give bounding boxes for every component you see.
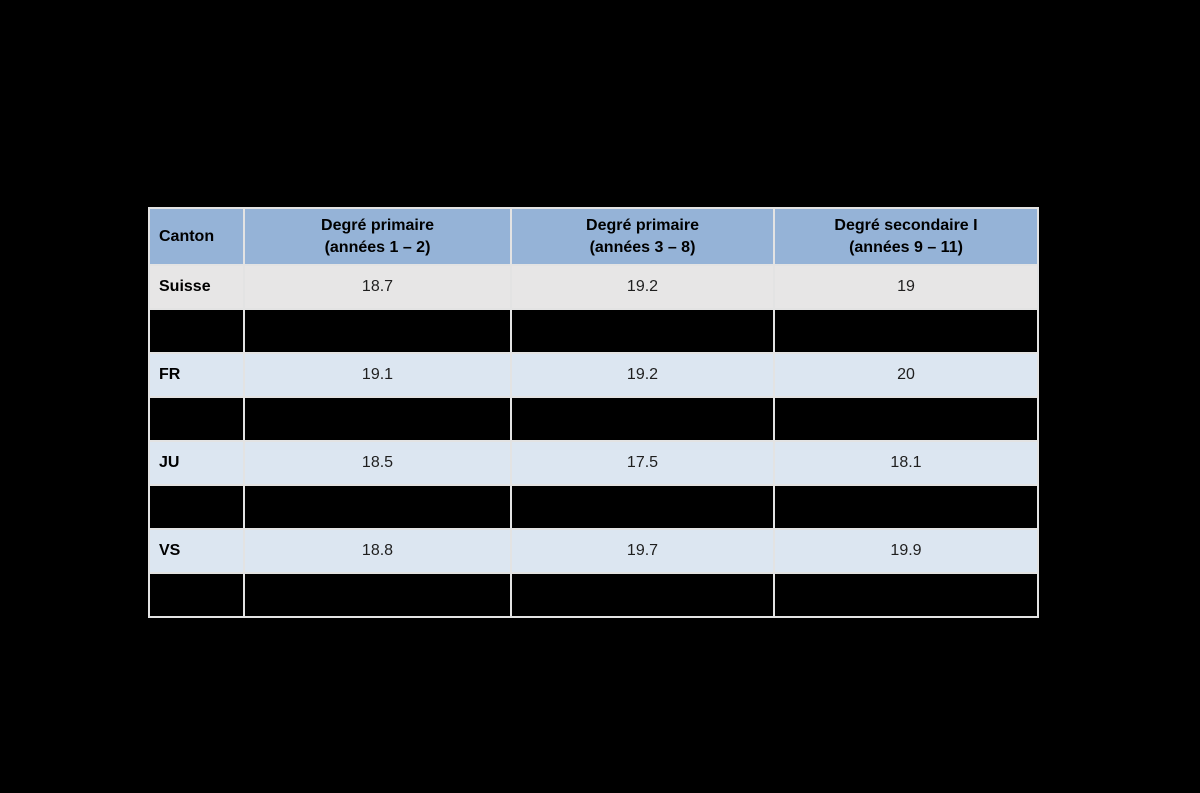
value-cell: 18.1 [773, 440, 1039, 486]
value-cell: 18.7 [243, 264, 512, 310]
redacted-cell [510, 308, 775, 354]
header-line1: Degré primaire [321, 216, 434, 234]
header-line1: Degré primaire [586, 216, 699, 234]
table-row-redacted [148, 396, 1039, 442]
canton-table: Canton Degré primaire (années 1 – 2) Deg… [148, 207, 1039, 618]
redacted-cell [510, 484, 775, 530]
value-cell: 20 [773, 352, 1039, 398]
redacted-cell [773, 396, 1039, 442]
redacted-cell [773, 308, 1039, 354]
table-row-fr: FR 19.1 19.2 20 [148, 352, 1039, 398]
value-cell: 19.7 [510, 528, 775, 574]
value-cell: 17.5 [510, 440, 775, 486]
header-line2: (années 1 – 2) [324, 238, 431, 256]
table-row-ju: JU 18.5 17.5 18.1 [148, 440, 1039, 486]
header-row: Canton Degré primaire (années 1 – 2) Deg… [148, 207, 1039, 266]
canton-cell: VS [148, 528, 245, 574]
value-cell: 19 [773, 264, 1039, 310]
canton-cell: Suisse [148, 264, 245, 310]
redacted-cell [243, 396, 512, 442]
table-row-redacted [148, 484, 1039, 530]
redacted-cell [243, 484, 512, 530]
redacted-cell [243, 308, 512, 354]
table-row-vs: VS 18.8 19.7 19.9 [148, 528, 1039, 574]
value-cell: 19.2 [510, 264, 775, 310]
canton-cell: JU [148, 440, 245, 486]
header-cell-primaire-1-2: Degré primaire (années 1 – 2) [243, 207, 512, 266]
redacted-cell [148, 396, 245, 442]
value-cell: 18.8 [243, 528, 512, 574]
value-cell: 19.9 [773, 528, 1039, 574]
redacted-cell [773, 572, 1039, 618]
header-line1: Degré secondaire I [834, 216, 978, 234]
redacted-cell [148, 308, 245, 354]
header-line2: (années 9 – 11) [849, 238, 963, 256]
header-cell-secondaire-9-11: Degré secondaire I (années 9 – 11) [773, 207, 1039, 266]
header-cell-primaire-3-8: Degré primaire (années 3 – 8) [510, 207, 775, 266]
redacted-cell [148, 484, 245, 530]
header-cell-canton: Canton [148, 207, 245, 266]
redacted-cell [510, 396, 775, 442]
value-cell: 19.2 [510, 352, 775, 398]
table-row-redacted [148, 572, 1039, 618]
redacted-cell [510, 572, 775, 618]
table-row-suisse: Suisse 18.7 19.2 19 [148, 264, 1039, 310]
canton-cell: FR [148, 352, 245, 398]
redacted-cell [148, 572, 245, 618]
redacted-cell [773, 484, 1039, 530]
redacted-cell [243, 572, 512, 618]
table-row-redacted [148, 308, 1039, 354]
header-line2: (années 3 – 8) [589, 238, 696, 256]
value-cell: 19.1 [243, 352, 512, 398]
value-cell: 18.5 [243, 440, 512, 486]
